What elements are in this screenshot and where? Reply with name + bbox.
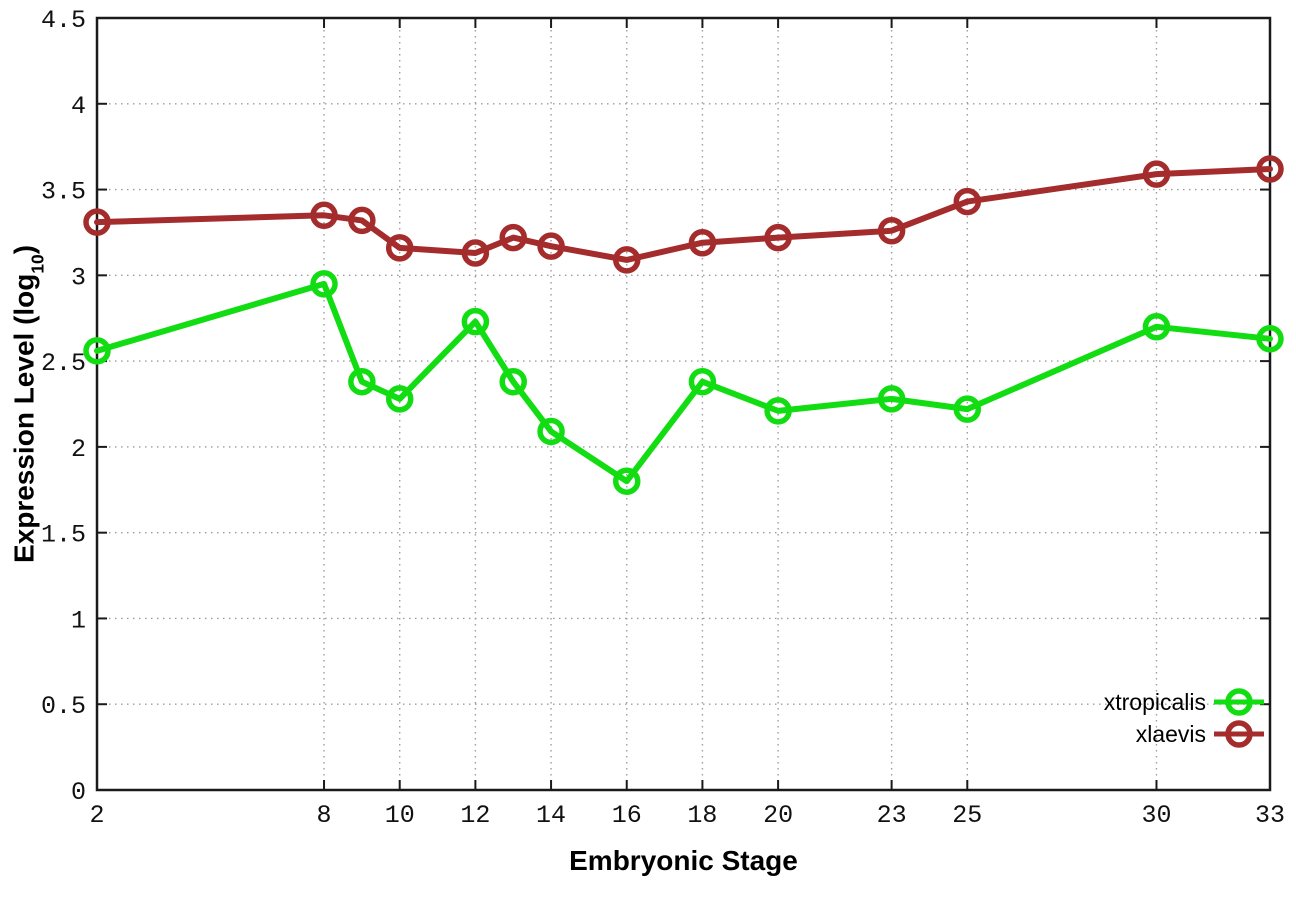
plot-border	[95, 16, 1272, 792]
y-tick-label: 2.5	[41, 349, 86, 378]
legend-item-xtropicalis: xtropicalis	[1104, 688, 1264, 716]
data-point-xtropicalis	[953, 395, 982, 423]
data-point-xlaevis	[537, 232, 565, 260]
series-line-xtropicalis	[94, 280, 1273, 485]
x-tick-label: 33	[1255, 801, 1285, 830]
x-tick-label: 8	[317, 801, 332, 830]
data-point-xlaevis	[310, 201, 338, 230]
x-tick-label: 10	[385, 801, 415, 830]
data-point-xlaevis	[612, 246, 641, 274]
data-point-xtropicalis	[348, 367, 376, 396]
y-tick-label: 3	[71, 263, 86, 292]
legend: xtropicalis xlaevis	[1104, 688, 1264, 748]
data-point-xtropicalis	[612, 467, 641, 495]
data-point-xtropicalis	[385, 385, 414, 413]
x-tick-label: 30	[1141, 801, 1171, 830]
y-tick-label: 3.5	[41, 178, 86, 207]
data-point-xlaevis	[1256, 155, 1284, 183]
data-point-xlaevis	[348, 206, 376, 235]
y-tick-label: 4.5	[41, 6, 86, 35]
data-point-xtropicalis	[764, 397, 792, 425]
legend-item-xlaevis: xlaevis	[1136, 720, 1264, 748]
data-point-xlaevis	[461, 239, 490, 267]
series-line-xlaevis	[94, 165, 1273, 263]
y-axis-title-subscript: 10	[27, 254, 48, 274]
data-point-xlaevis	[385, 234, 414, 262]
legend-sample-marker	[1225, 688, 1253, 716]
data-point-xtropicalis	[688, 367, 717, 396]
data-point-xlaevis	[953, 187, 982, 216]
x-tick-label: 23	[877, 801, 907, 830]
x-axis-title: Embryonic Stage	[569, 845, 798, 876]
x-tick-label: 20	[763, 801, 793, 830]
data-point-xtropicalis	[877, 385, 906, 413]
legend-label: xtropicalis	[1104, 689, 1206, 715]
data-point-xtropicalis	[1142, 313, 1171, 341]
data-point-xtropicalis	[537, 417, 565, 446]
y-tick-label: 1	[71, 606, 86, 635]
x-tick-label: 12	[460, 801, 490, 830]
x-tick-label: 14	[536, 801, 566, 830]
legend-label: xlaevis	[1136, 721, 1206, 747]
y-axis-title-suffix: )	[8, 244, 40, 255]
data-point-xtropicalis	[310, 270, 338, 298]
data-point-xlaevis	[877, 216, 906, 245]
y-tick-label: 0.5	[41, 692, 86, 721]
data-point-xlaevis	[688, 228, 717, 257]
data-point-xtropicalis	[461, 307, 490, 336]
data-point-xlaevis	[764, 223, 792, 252]
y-tick-label: 4	[71, 92, 86, 121]
y-tick-label: 1.5	[41, 521, 86, 550]
data-point-xtropicalis	[1256, 325, 1284, 353]
x-tick-label: 16	[612, 801, 642, 830]
x-tick-label: 18	[687, 801, 717, 830]
data-point-xlaevis	[1142, 160, 1171, 188]
legend-sample-marker	[1225, 720, 1253, 748]
x-tick-label: 2	[89, 801, 104, 830]
data-point-xtropicalis	[499, 367, 527, 396]
y-axis-title: Expression Level (log10)	[8, 244, 48, 564]
data-point-xlaevis	[83, 208, 111, 236]
y-tick-label: 2	[71, 435, 86, 464]
x-tick-label: 25	[952, 801, 982, 830]
data-point-xtropicalis	[83, 337, 111, 365]
y-axis-title-text: Expression Level (log	[8, 273, 40, 564]
data-point-xlaevis	[499, 223, 527, 252]
y-tick-label: 0	[71, 778, 86, 807]
